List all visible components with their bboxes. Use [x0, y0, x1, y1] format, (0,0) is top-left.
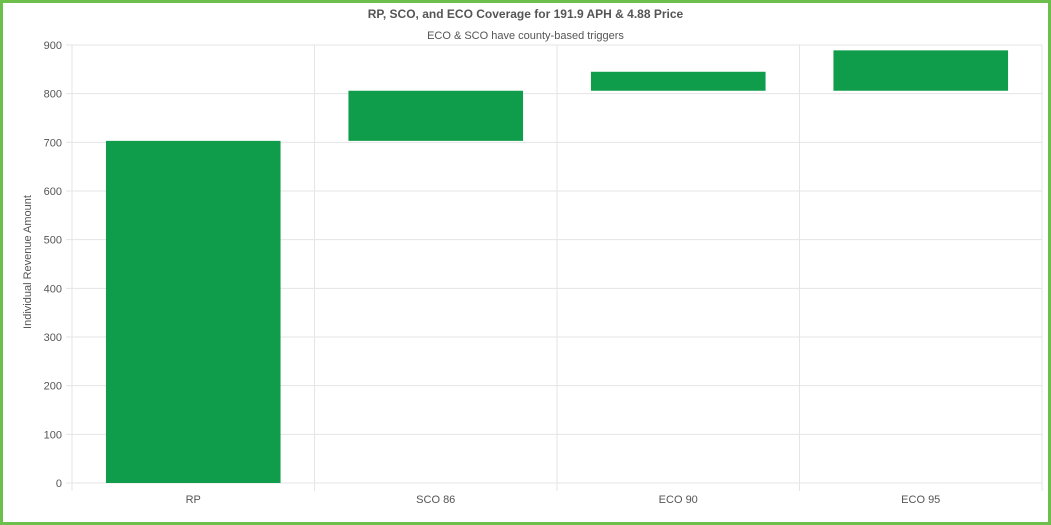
x-tick-label: RP	[186, 494, 201, 506]
y-tick-label: 700	[44, 137, 62, 149]
y-tick-label: 200	[44, 381, 62, 393]
y-tick-label: 300	[44, 332, 62, 344]
bar-rp	[105, 140, 281, 483]
chart-subtitle: ECO & SCO have county-based triggers	[427, 30, 624, 42]
y-tick-label: 800	[44, 89, 62, 101]
y-tick-label: 0	[56, 478, 62, 490]
chart-title: RP, SCO, and ECO Coverage for 191.9 APH …	[367, 7, 684, 21]
x-tick-label: SCO 86	[416, 494, 455, 506]
x-tick-label: ECO 95	[901, 494, 940, 506]
y-tick-label: 900	[44, 40, 62, 52]
bar-sco-86	[348, 90, 524, 141]
y-tick-label: 100	[44, 429, 62, 441]
y-tick-labels: 0 100 200 300 400 500 600 700 800 900	[44, 40, 62, 490]
y-tick-label: 500	[44, 235, 62, 247]
x-tick-labels: RP SCO 86 ECO 90 ECO 95	[186, 494, 941, 506]
bar-eco-95	[833, 50, 1009, 91]
x-tick-label: ECO 90	[659, 494, 698, 506]
y-tick-label: 400	[44, 283, 62, 295]
y-tick-label: 600	[44, 186, 62, 198]
bars	[105, 50, 1009, 483]
bar-eco-90	[590, 71, 766, 91]
